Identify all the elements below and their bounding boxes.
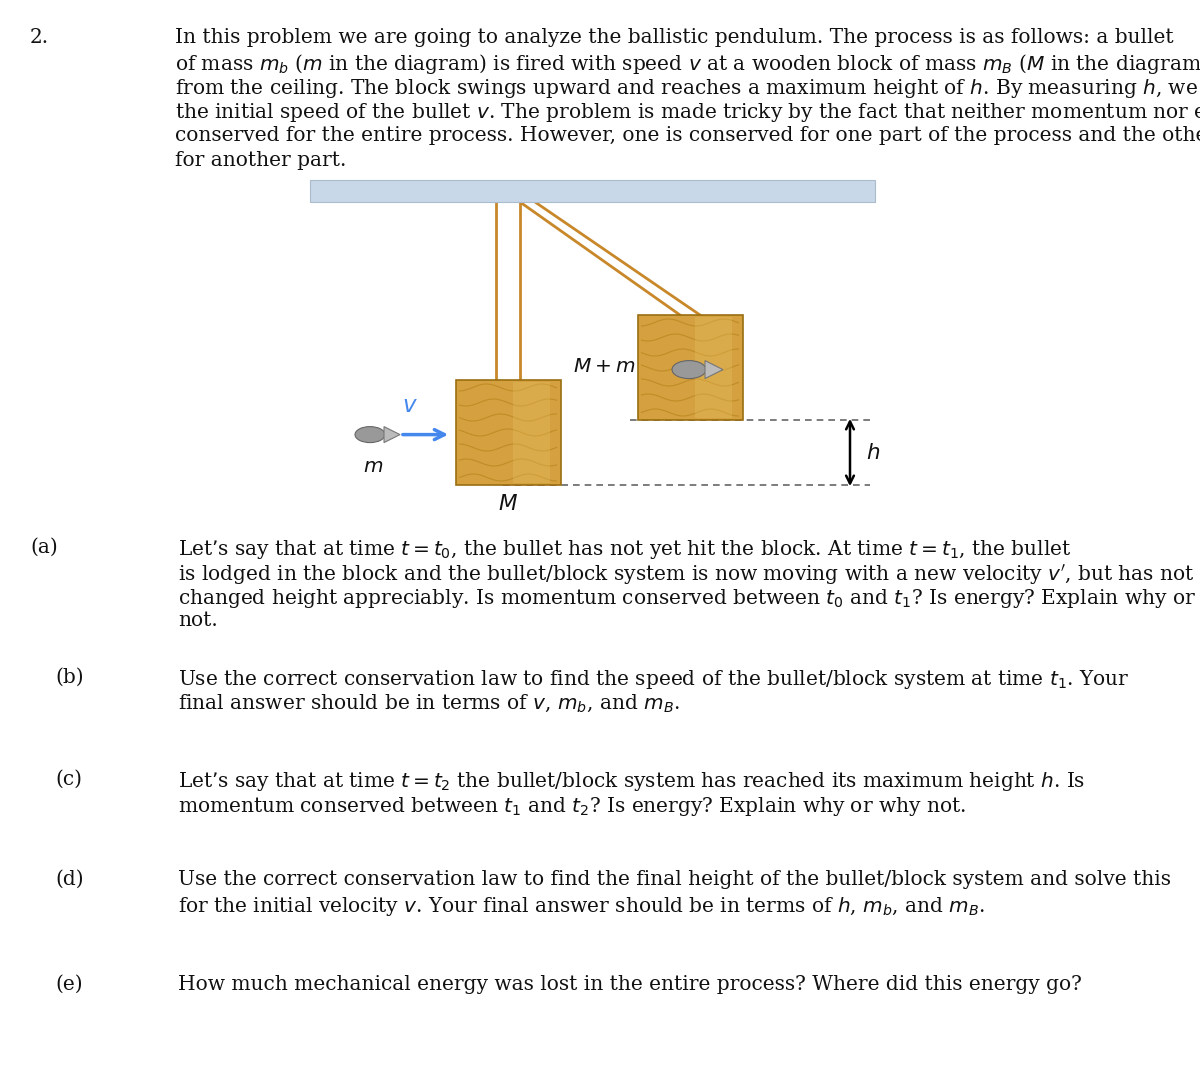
Text: $m$: $m$ bbox=[362, 457, 383, 475]
Text: conserved for the entire process. However, one is conserved for one part of the : conserved for the entire process. Howeve… bbox=[175, 126, 1200, 145]
Bar bbox=[637, 315, 743, 420]
Text: (a): (a) bbox=[30, 538, 58, 557]
Text: changed height appreciably. Is momentum conserved between $t_0$ and $t_1$? Is en: changed height appreciably. Is momentum … bbox=[178, 587, 1200, 610]
Text: How much mechanical energy was lost in the entire process? Where did this energy: How much mechanical energy was lost in t… bbox=[178, 975, 1082, 994]
Text: final answer should be in terms of $v$, $m_b$, and $m_B$.: final answer should be in terms of $v$, … bbox=[178, 692, 679, 714]
Text: In this problem we are going to analyze the ballistic pendulum. The process is a: In this problem we are going to analyze … bbox=[175, 28, 1174, 47]
Text: (d): (d) bbox=[55, 870, 84, 889]
Ellipse shape bbox=[355, 427, 385, 443]
Text: (c): (c) bbox=[55, 770, 82, 790]
Text: of mass $m_b$ ($m$ in the diagram) is fired with speed $v$ at a wooden block of : of mass $m_b$ ($m$ in the diagram) is fi… bbox=[175, 52, 1200, 77]
Text: $h$: $h$ bbox=[866, 442, 880, 464]
Text: (b): (b) bbox=[55, 668, 84, 687]
Text: Use the correct conservation law to find the speed of the bullet/block system at: Use the correct conservation law to find… bbox=[178, 668, 1129, 691]
Text: not.: not. bbox=[178, 612, 217, 630]
Bar bbox=[695, 317, 732, 418]
Text: is lodged in the block and the bullet/block system is now moving with a new velo: is lodged in the block and the bullet/bl… bbox=[178, 562, 1200, 587]
Text: Let’s say that at time $t = t_0$, the bullet has not yet hit the block. At time : Let’s say that at time $t = t_0$, the bu… bbox=[178, 538, 1072, 561]
Text: Let’s say that at time $t = t_2$ the bullet/block system has reached its maximum: Let’s say that at time $t = t_2$ the bul… bbox=[178, 770, 1085, 793]
Text: for the initial velocity $v$. Your final answer should be in terms of $h$, $m_b$: for the initial velocity $v$. Your final… bbox=[178, 895, 985, 917]
Text: momentum conserved between $t_1$ and $t_2$? Is energy? Explain why or why not.: momentum conserved between $t_1$ and $t_… bbox=[178, 795, 966, 818]
Text: $M$: $M$ bbox=[498, 493, 518, 516]
Text: from the ceiling. The block swings upward and reaches a maximum height of $h$. B: from the ceiling. The block swings upwar… bbox=[175, 77, 1200, 100]
Text: (e): (e) bbox=[55, 975, 83, 994]
Text: 2.: 2. bbox=[30, 28, 49, 47]
Text: Use the correct conservation law to find the final height of the bullet/block sy: Use the correct conservation law to find… bbox=[178, 870, 1171, 889]
Bar bbox=[310, 180, 875, 203]
Ellipse shape bbox=[672, 361, 706, 379]
Text: the initial speed of the bullet $v$. The problem is made tricky by the fact that: the initial speed of the bullet $v$. The… bbox=[175, 102, 1200, 125]
Polygon shape bbox=[384, 427, 400, 443]
Text: $M+m$: $M+m$ bbox=[572, 357, 635, 377]
Polygon shape bbox=[706, 361, 722, 379]
Text: $v$: $v$ bbox=[402, 394, 418, 417]
Text: for another part.: for another part. bbox=[175, 151, 347, 170]
Bar bbox=[514, 382, 550, 483]
Bar bbox=[456, 380, 560, 485]
